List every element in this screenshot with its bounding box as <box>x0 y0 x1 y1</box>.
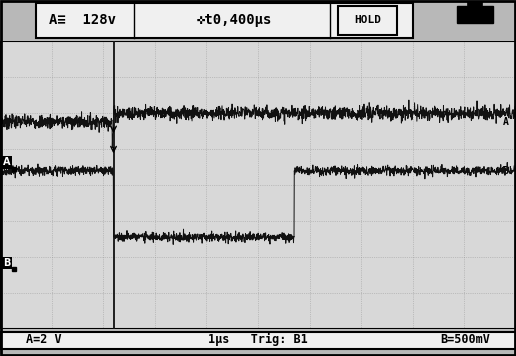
Bar <box>467 1 482 6</box>
Text: A: A <box>3 157 10 167</box>
Text: A: A <box>503 117 508 127</box>
Text: A=2 V: A=2 V <box>26 333 61 346</box>
Text: ✜t0,400μs: ✜t0,400μs <box>197 13 272 27</box>
Text: HOLD: HOLD <box>354 15 381 25</box>
Text: 1μs   Trig: B1: 1μs Trig: B1 <box>208 333 308 346</box>
Text: B: B <box>503 166 508 176</box>
Text: A≡  128v: A≡ 128v <box>49 13 116 27</box>
Text: B=500mV: B=500mV <box>440 333 490 346</box>
Text: B: B <box>3 258 10 268</box>
Bar <box>457 6 493 22</box>
Bar <box>338 6 397 35</box>
Bar <box>0 332 516 349</box>
Bar <box>36 3 413 38</box>
